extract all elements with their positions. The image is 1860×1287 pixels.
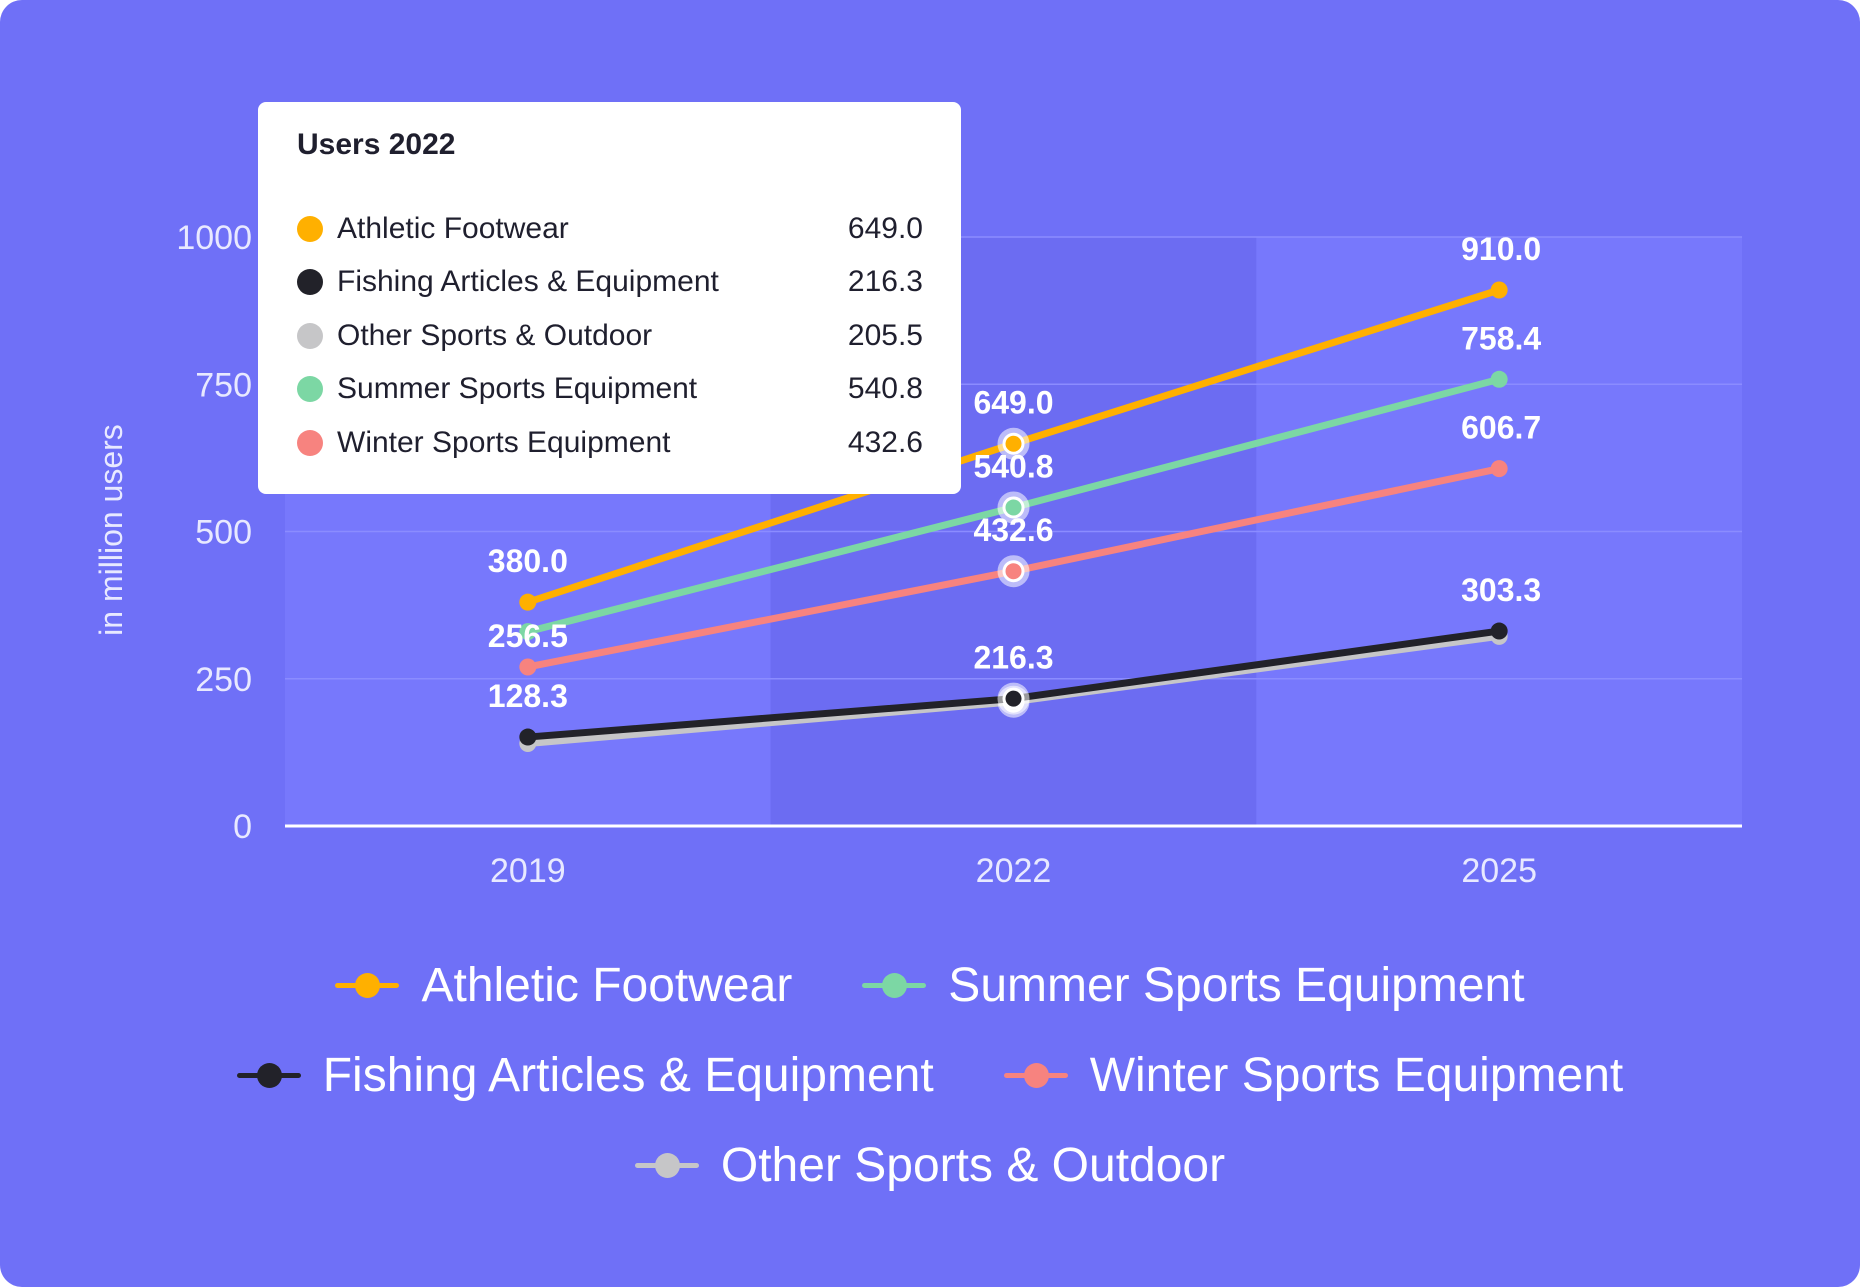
tooltip-title: Users 2022 <box>297 128 456 161</box>
series-dot-icon <box>297 269 323 296</box>
data-point[interactable] <box>1005 563 1022 580</box>
legend-label: Winter Sports Equipment <box>1089 1048 1624 1102</box>
legend-line-marker-icon <box>335 971 400 999</box>
data-label: 910.0 <box>1461 231 1541 267</box>
tooltip-row: Athletic Footwear 649.0 <box>297 202 923 256</box>
tooltip-series-value: 540.8 <box>847 372 923 406</box>
data-point[interactable] <box>1005 690 1022 707</box>
y-tick-label: 250 <box>195 661 252 699</box>
data-label: 432.6 <box>973 512 1053 548</box>
legend-row: Other Sports & Outdoor <box>0 1120 1860 1210</box>
data-label: 303.3 <box>1461 572 1541 608</box>
axes: 0 250 500 750 1000 2019 2022 2025 <box>176 219 1742 890</box>
data-point[interactable] <box>519 728 537 746</box>
legend-row: Athletic Footwear Summer Sports Equipment <box>0 940 1860 1030</box>
tooltip-row: Summer Sports Equipment 540.8 <box>297 363 923 417</box>
legend-line-marker-icon <box>1003 1061 1068 1089</box>
data-label: 540.8 <box>973 448 1053 484</box>
data-point[interactable] <box>1490 622 1508 640</box>
legend-item[interactable]: Summer Sports Equipment <box>862 958 1525 1013</box>
legend-label: Summer Sports Equipment <box>948 958 1525 1012</box>
legend-label: Athletic Footwear <box>421 958 793 1012</box>
tooltip-series-name: Summer Sports Equipment <box>337 372 698 406</box>
chart-legend: Athletic Footwear Summer Sports Equipment… <box>0 940 1860 1210</box>
data-label: 758.4 <box>1461 320 1541 356</box>
y-tick-label: 750 <box>195 366 252 404</box>
tooltip-series-name: Athletic Footwear <box>337 211 569 245</box>
y-tick-label: 500 <box>195 514 252 552</box>
data-label: 128.3 <box>488 678 568 714</box>
tooltip-row: Winter Sports Equipment 432.6 <box>297 416 923 470</box>
data-point[interactable] <box>519 593 537 611</box>
hover-tooltip: Users 2022 Athletic Footwear 649.0 Fishing… <box>258 102 961 494</box>
legend-label: Other Sports & Outdoor <box>720 1138 1226 1192</box>
tooltip-series-value: 205.5 <box>847 318 923 352</box>
legend-line-marker-icon <box>862 971 927 999</box>
legend-line-marker-icon <box>236 1061 301 1089</box>
tooltip-series-value: 649.0 <box>847 211 923 245</box>
y-axis-title: in million users <box>93 424 129 636</box>
tooltip-row: Other Sports & Outdoor 205.5 <box>297 309 923 363</box>
tooltip-series-value: 216.3 <box>847 265 923 299</box>
x-tick-label: 2025 <box>1461 852 1537 890</box>
data-point[interactable] <box>519 658 537 676</box>
data-point[interactable] <box>1490 460 1508 478</box>
legend-item[interactable]: Fishing Articles & Equipment <box>236 1048 934 1103</box>
data-labels: 380.0 649.0 910.0 128.3 216.3 303.3 540.8 758.4… <box>488 231 1542 714</box>
data-point[interactable] <box>1005 435 1022 452</box>
data-label: 380.0 <box>488 543 568 579</box>
data-label: 256.5 <box>488 618 568 654</box>
tooltip-series-name: Fishing Articles & Equipment <box>337 265 719 299</box>
tooltip-series-value: 432.6 <box>847 425 923 459</box>
tooltip-row: Fishing Articles & Equipment 216.3 <box>297 256 923 310</box>
x-tick-label: 2022 <box>976 852 1052 890</box>
data-point[interactable] <box>1490 370 1508 388</box>
x-tick-label: 2019 <box>490 852 566 890</box>
legend-item[interactable]: Winter Sports Equipment <box>1003 1048 1624 1103</box>
tooltip-series-name: Winter Sports Equipment <box>337 425 671 459</box>
series-dot-icon <box>297 322 323 349</box>
data-point[interactable] <box>1490 281 1508 299</box>
legend-label: Fishing Articles & Equipment <box>322 1048 934 1102</box>
tooltip-rows: Athletic Footwear 649.0 Fishing Articles &… <box>297 202 923 470</box>
legend-row: Fishing Articles & Equipment Winter Sport… <box>0 1030 1860 1120</box>
y-tick-label: 1000 <box>176 219 252 257</box>
data-point[interactable] <box>1005 499 1022 516</box>
legend-line-marker-icon <box>634 1151 699 1179</box>
y-tick-label: 0 <box>233 808 252 846</box>
series-dot-icon <box>297 376 323 403</box>
data-label: 649.0 <box>973 385 1053 421</box>
data-point[interactable] <box>519 623 537 641</box>
series-lines <box>519 281 1508 753</box>
series-dot-icon <box>297 429 323 456</box>
data-label: 606.7 <box>1461 410 1541 446</box>
tooltip-series-name: Other Sports & Outdoor <box>337 318 653 352</box>
data-label: 216.3 <box>973 640 1053 676</box>
series-dot-icon <box>297 215 323 242</box>
legend-item[interactable]: Athletic Footwear <box>335 958 792 1013</box>
legend-item[interactable]: Other Sports & Outdoor <box>634 1138 1226 1193</box>
